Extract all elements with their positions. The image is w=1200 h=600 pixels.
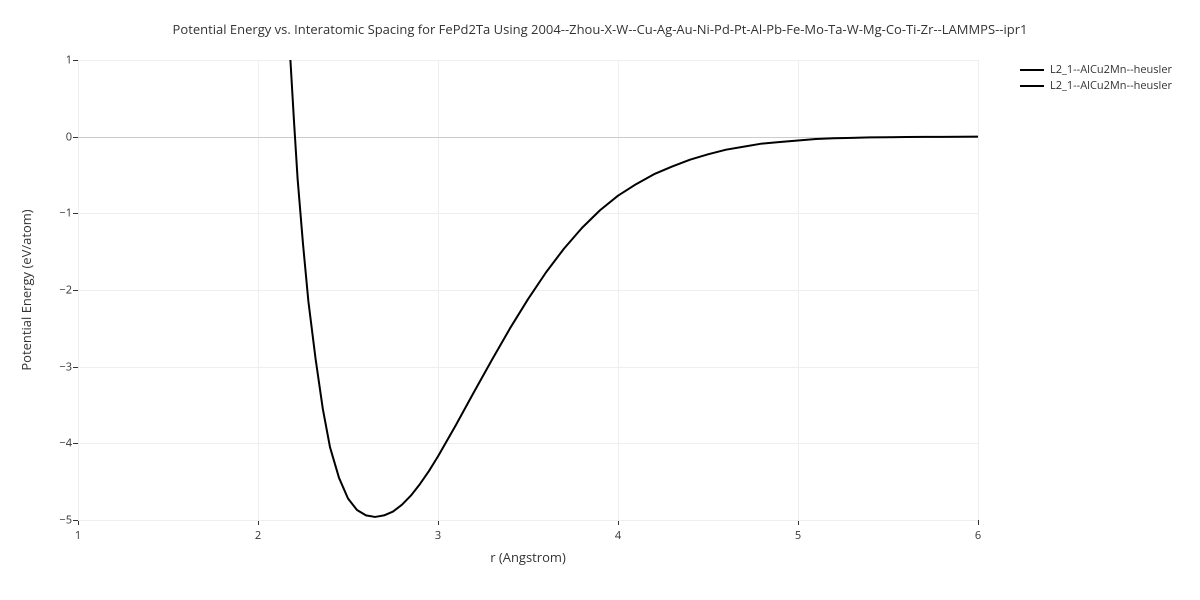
legend-item[interactable]: L2_1--AlCu2Mn--heusler xyxy=(1020,62,1172,77)
grid-line-horizontal xyxy=(78,520,978,521)
x-tick-label: 5 xyxy=(795,528,801,543)
legend-swatch xyxy=(1020,85,1044,87)
legend-swatch xyxy=(1020,69,1044,71)
y-tick-label: −3 xyxy=(54,359,72,374)
series-curve[interactable] xyxy=(290,60,978,517)
y-tick-label: −1 xyxy=(54,206,72,221)
y-tick-mark xyxy=(73,520,78,521)
x-tick-label: 2 xyxy=(255,528,261,543)
plot-area[interactable] xyxy=(78,60,978,520)
y-axis-label: Potential Energy (eV/atom) xyxy=(17,209,35,370)
x-tick-label: 4 xyxy=(615,528,621,543)
grid-line-vertical xyxy=(978,60,979,520)
y-tick-label: −2 xyxy=(54,283,72,298)
legend-item[interactable]: L2_1--AlCu2Mn--heusler xyxy=(1020,78,1172,93)
x-tick-label: 3 xyxy=(435,528,441,543)
chart-title: Potential Energy vs. Interatomic Spacing… xyxy=(0,20,1200,38)
y-tick-label: −4 xyxy=(54,436,72,451)
legend-label: L2_1--AlCu2Mn--heusler xyxy=(1050,78,1172,93)
chart-container: Potential Energy vs. Interatomic Spacing… xyxy=(0,0,1200,600)
legend-label: L2_1--AlCu2Mn--heusler xyxy=(1050,62,1172,77)
chart-curve-svg xyxy=(78,60,978,520)
x-tick-label: 1 xyxy=(75,528,81,543)
x-tick-mark xyxy=(978,520,979,525)
x-tick-label: 6 xyxy=(975,528,981,543)
y-tick-label: 1 xyxy=(54,53,72,68)
y-tick-label: −5 xyxy=(54,513,72,528)
y-tick-label: 0 xyxy=(54,129,72,144)
x-axis-label: r (Angstrom) xyxy=(490,548,566,566)
